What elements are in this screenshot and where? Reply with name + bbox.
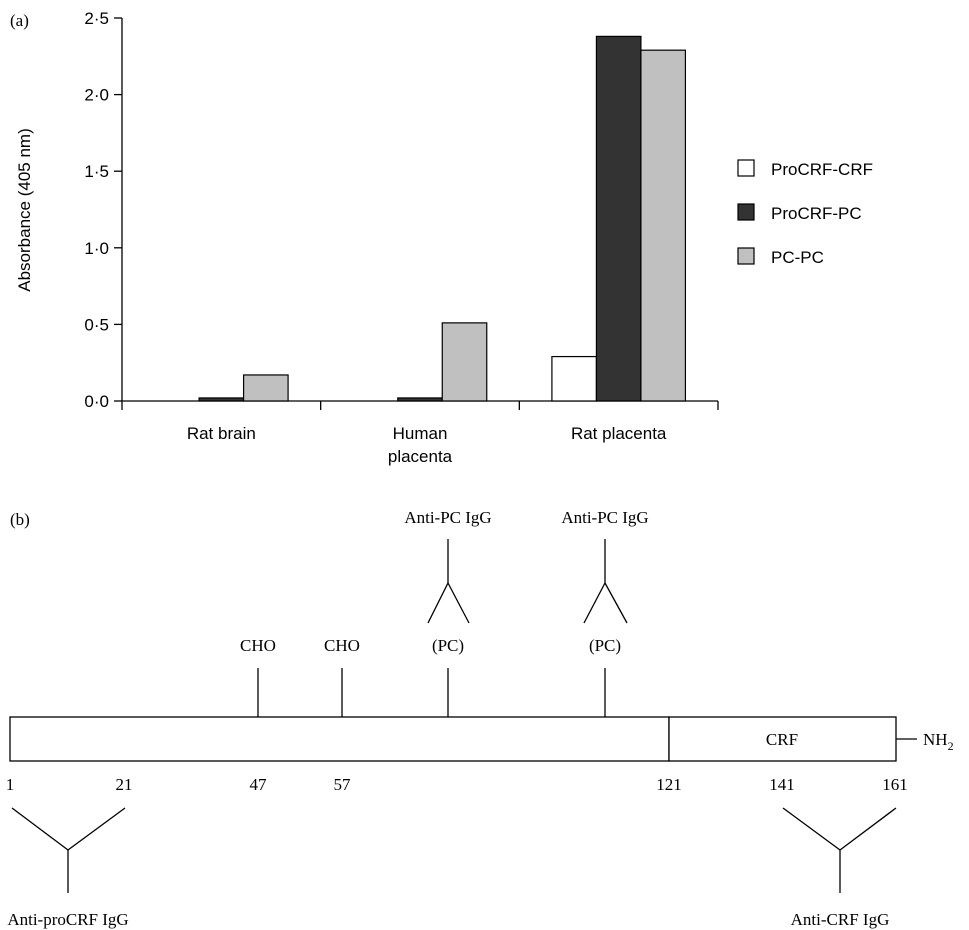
bar-pc-pc-0 [242,374,289,402]
position-label-57: 57 [334,775,352,794]
nh2-main: NH [923,730,948,749]
x-tick-label: Rat brain [187,424,256,443]
x-tick-label-line: Human [393,424,448,443]
bar-procrf-pc-0 [198,397,245,402]
y-axis: 0·0 0·5 1·0 1·5 2·0 2·5 [84,9,123,411]
bar-chart: Absorbance (405 nm) 0·0 0·5 1·0 1·5 2·0 2·5 R… [15,9,873,466]
crf-segment-label: CRF [766,730,798,749]
anti-pc-antibody-1-icon [427,539,470,624]
panel-b-label: (b) [10,510,30,529]
legend-swatch [737,203,755,221]
position-label-1: 1 [6,775,15,794]
x-tick-label-line: Rat placenta [571,424,667,443]
y-tick-label: 2·5 [84,9,109,28]
legend-swatch [737,159,755,177]
y-tick-label: 0·0 [84,392,109,411]
position-label-161: 161 [882,775,908,794]
bar-pc-pc-2 [640,49,687,402]
pc-site-label-2: (PC) [589,636,621,655]
bar-pc-pc-1 [441,322,488,402]
position-label-141: 141 [769,775,795,794]
cho-label-2: CHO [324,636,360,655]
anti-pc-label-2: Anti-PC IgG [561,508,648,527]
pc-site-label-1: (PC) [432,636,464,655]
position-label-21: 21 [116,775,133,794]
bar-procrf-crf-2 [551,355,598,402]
crf-segment [668,716,897,762]
legend-label: ProCRF-PC [771,204,862,223]
anti-procrf-label: Anti-proCRF IgG [7,910,128,929]
y-tick-label: 1·5 [84,162,109,181]
legend-label: PC-PC [771,248,824,267]
anti-pc-label-1: Anti-PC IgG [404,508,491,527]
x-tick-label-line: placenta [388,447,453,466]
y-axis-label: Absorbance (405 nm) [15,128,34,291]
bars-group [198,35,687,402]
legend-label: ProCRF-CRF [771,160,873,179]
legend: ProCRF-CRF ProCRF-PC PC-PC [737,159,873,267]
anti-pc-antibody-2-icon [583,539,628,624]
y-tick-label: 0·5 [84,315,109,334]
x-tick-label: Human placenta [388,424,453,466]
procrf-diagram [9,539,917,893]
nh2-subscript: 2 [948,739,954,753]
position-label-121: 121 [656,775,682,794]
cho-label-1: CHO [240,636,276,655]
bar-procrf-pc-2 [595,35,642,402]
y-tick-label: 2·0 [84,86,109,105]
y-tick-label: 1·0 [84,239,109,258]
x-axis: Rat brain Human placenta Rat placenta [121,400,719,466]
position-label-47: 47 [250,775,268,794]
legend-swatch [737,247,755,265]
panel-a-label: (a) [10,11,29,30]
x-tick-label-line: Rat brain [187,424,256,443]
anti-procrf-antibody-icon [11,807,126,893]
bar-procrf-pc-1 [397,397,443,402]
x-tick-label: Rat placenta [571,424,667,443]
procrf-bar [9,716,670,762]
nh2-terminus-label: NH2 [923,730,954,753]
anti-crf-label: Anti-CRF IgG [791,910,890,929]
anti-crf-antibody-icon [782,807,897,893]
